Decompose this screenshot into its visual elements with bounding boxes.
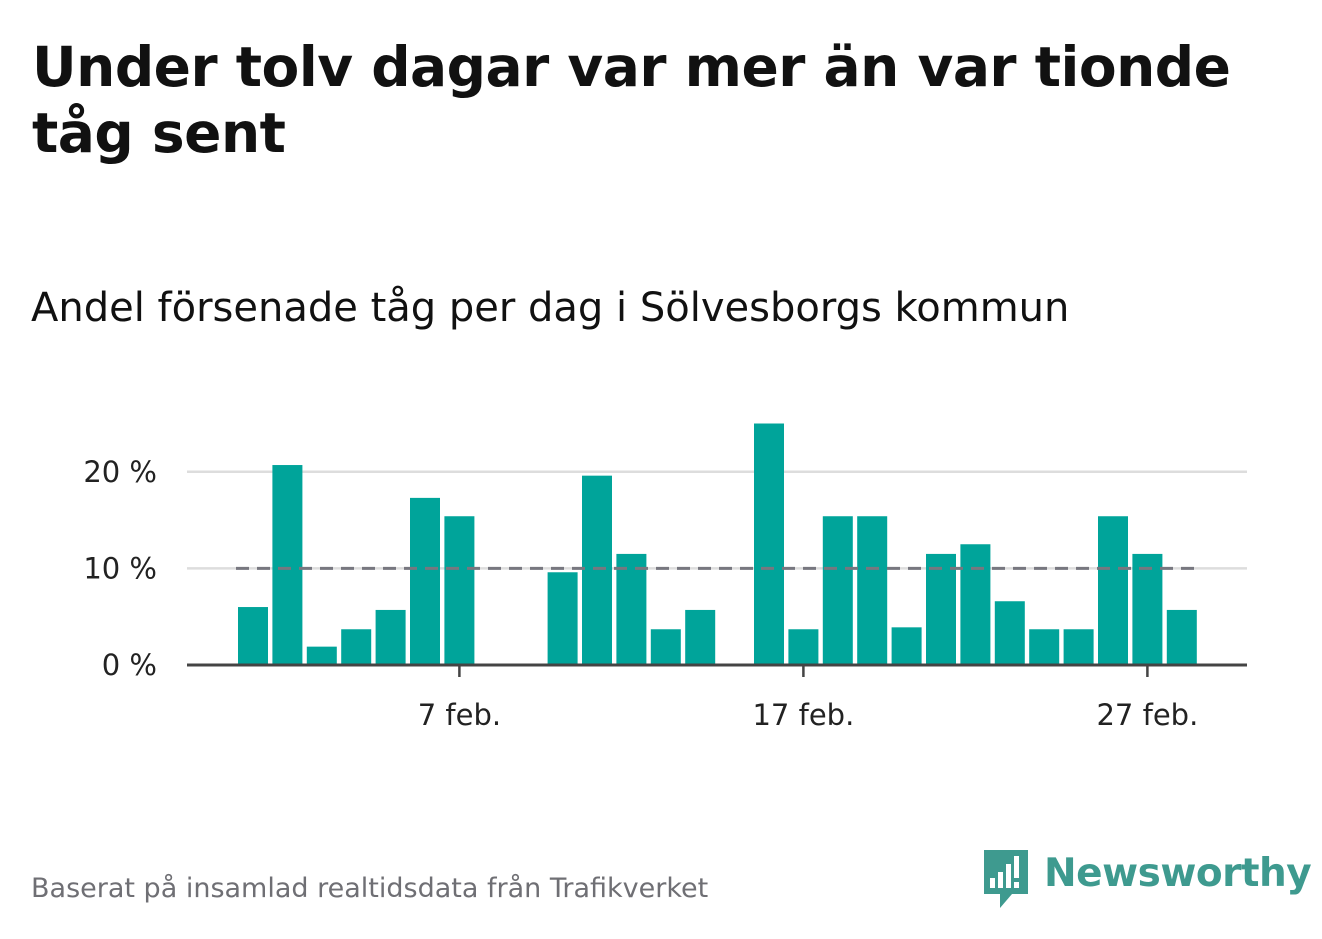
bars xyxy=(238,423,1197,665)
y-tick-label: 10 % xyxy=(83,551,157,585)
bar xyxy=(616,553,647,665)
newsworthy-logo-icon xyxy=(984,850,1028,908)
x-tick-label: 17 feb. xyxy=(752,698,854,732)
bar xyxy=(960,544,991,665)
bar xyxy=(341,629,372,665)
bar xyxy=(754,423,784,665)
bar xyxy=(788,629,819,665)
bar xyxy=(926,553,956,665)
chart-subtitle: Andel försenade tåg per dag i Sölvesborg… xyxy=(31,285,1070,331)
bar xyxy=(1166,609,1197,665)
bar xyxy=(238,607,268,665)
source-note: Baserat på insamlad realtidsdata från Tr… xyxy=(31,873,709,904)
brand-name: Newsworthy xyxy=(1044,851,1312,896)
bar xyxy=(272,465,303,665)
bar xyxy=(375,609,406,665)
bar xyxy=(891,627,922,665)
bar xyxy=(857,516,888,665)
bar xyxy=(994,601,1025,665)
bar xyxy=(444,516,475,665)
x-tick-label: 27 feb. xyxy=(1096,698,1198,732)
chart-title: Under tolv dagar var mer än var tionde t… xyxy=(32,35,1231,165)
bar xyxy=(582,475,612,665)
bar xyxy=(306,646,337,665)
bar xyxy=(1063,629,1094,665)
bar xyxy=(685,609,716,665)
gridlines xyxy=(187,470,1247,570)
bar xyxy=(410,497,440,665)
bar xyxy=(822,516,853,665)
bar xyxy=(650,629,681,665)
bar xyxy=(1029,629,1060,665)
bar xyxy=(1098,516,1128,665)
bar xyxy=(547,572,578,665)
brand-logo: Newsworthy xyxy=(980,846,1312,912)
y-tick-label: 0 % xyxy=(102,648,157,682)
x-tick-label: 7 feb. xyxy=(418,698,501,732)
axes: 0 % 10 % 20 % 7 feb. 17 feb. 27 feb. xyxy=(83,455,1247,732)
bar xyxy=(1132,553,1163,665)
y-tick-label: 20 % xyxy=(83,455,157,489)
